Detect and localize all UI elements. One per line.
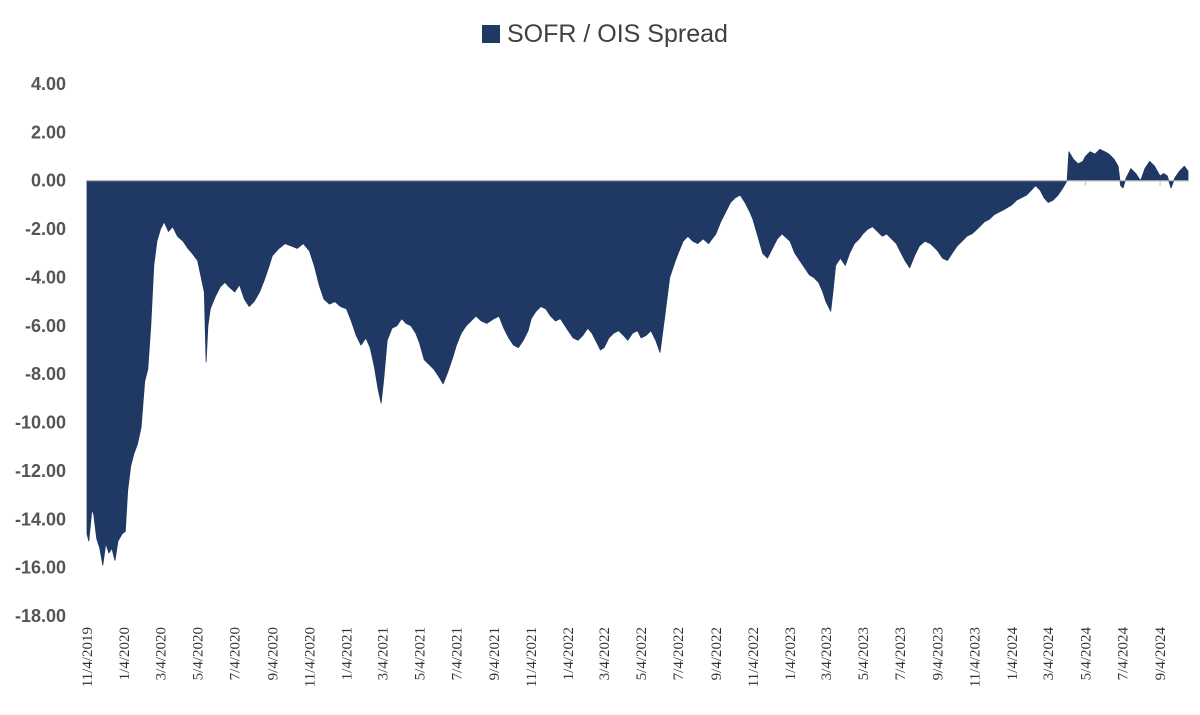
- x-tick-label: 3/4/2020: [154, 627, 170, 680]
- y-tick-label: -16.00: [15, 558, 66, 578]
- x-tick-label: 9/4/2021: [487, 627, 503, 680]
- y-tick-label: -2.00: [25, 219, 66, 239]
- legend-label: SOFR / OIS Spread: [507, 20, 728, 48]
- y-tick-label: -8.00: [25, 364, 66, 384]
- x-tick-label: 1/4/2024: [1005, 627, 1021, 681]
- x-tick-label: 5/4/2020: [191, 627, 207, 680]
- y-axis: 4.00 2.00 0.00 -2.00 -4.00 -6.00 -8.00 -10.00 -1…: [15, 74, 66, 626]
- x-tick-label: 9/4/2023: [931, 627, 947, 680]
- x-tick-label: 7/4/2021: [449, 627, 465, 680]
- y-tick-label: -4.00: [25, 267, 66, 287]
- x-tick-label: 11/4/2021: [524, 627, 540, 687]
- x-tick-label: 7/4/2022: [671, 627, 687, 680]
- y-tick-label: 2.00: [31, 122, 66, 142]
- spread-area-series: [86, 148, 1189, 566]
- plot-area: [86, 148, 1189, 566]
- x-tick-label: 11/4/2019: [80, 627, 96, 687]
- x-tick-label: 11/4/2022: [746, 627, 762, 687]
- x-tick-label: 3/4/2024: [1041, 627, 1057, 681]
- x-tick-label: 3/4/2022: [597, 627, 613, 680]
- x-tick-label: 9/4/2020: [265, 627, 281, 680]
- x-tick-label: 7/4/2020: [228, 627, 244, 680]
- y-tick-label: 0.00: [31, 171, 66, 191]
- x-tick-label: 5/4/2023: [856, 627, 872, 680]
- x-tick-label: 1/4/2021: [340, 627, 356, 680]
- x-tick-label: 1/4/2022: [561, 627, 577, 680]
- x-tick-label: 7/4/2023: [893, 627, 909, 680]
- x-tick-label: 5/4/2022: [634, 627, 650, 680]
- x-tick-label: 3/4/2023: [819, 627, 835, 680]
- y-tick-label: -12.00: [15, 461, 66, 481]
- x-tick-label: 11/4/2020: [302, 627, 318, 687]
- x-tick-label: 1/4/2020: [117, 627, 133, 680]
- y-tick-label: -18.00: [15, 606, 66, 626]
- x-axis: 11/4/2019 1/4/2020 3/4/2020 5/4/2020 7/4/202…: [80, 180, 1169, 687]
- y-tick-label: -6.00: [25, 316, 66, 336]
- x-tick-label: 5/4/2024: [1078, 627, 1094, 681]
- y-tick-label: 4.00: [31, 74, 66, 94]
- chart-legend: SOFR / OIS Spread: [482, 20, 728, 48]
- x-tick-label: 9/4/2024: [1153, 627, 1169, 681]
- x-tick-label: 9/4/2022: [709, 627, 725, 680]
- y-tick-label: -10.00: [15, 413, 66, 433]
- x-tick-label: 5/4/2021: [412, 627, 428, 680]
- legend-swatch: [482, 25, 500, 43]
- x-tick-label: 1/4/2023: [783, 627, 799, 680]
- x-tick-label: 3/4/2021: [375, 627, 391, 680]
- y-tick-label: -14.00: [15, 509, 66, 529]
- x-tick-label: 7/4/2024: [1115, 627, 1131, 681]
- x-tick-label: 11/4/2023: [968, 627, 984, 687]
